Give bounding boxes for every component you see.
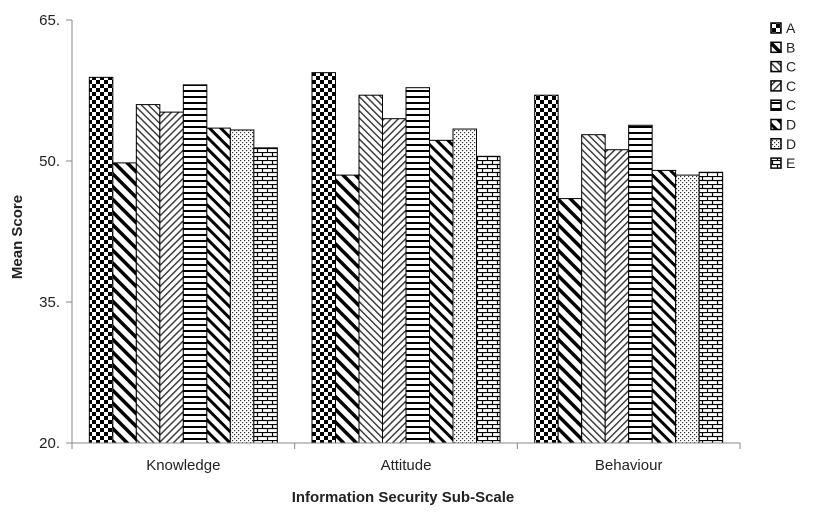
legend-swatch (770, 99, 782, 111)
y-axis-title: Mean Score (9, 195, 26, 279)
legend-label: C (786, 97, 796, 113)
bar-knowledge-4 (159, 111, 184, 444)
legend-swatch (770, 22, 782, 34)
bar-attitude-2 (335, 174, 360, 444)
legend-label: A (786, 20, 796, 36)
bar-behaviour-3 (581, 134, 606, 444)
bar-behaviour-8 (698, 171, 724, 444)
bar-knowledge-1 (88, 76, 114, 444)
bar-attitude-4 (382, 118, 407, 444)
legend-swatch (770, 138, 782, 150)
legend-swatch (770, 157, 782, 169)
legend-swatch (770, 118, 782, 131)
bar-attitude-8 (476, 155, 501, 444)
bar-behaviour-1 (534, 94, 559, 444)
x-axis-ticks: Knowledge Attitude Behaviour (71, 443, 741, 474)
bar-attitude-6 (429, 139, 454, 444)
legend-label: B (786, 39, 795, 55)
legend-label: D (786, 117, 796, 133)
y-tick-label: 50. (39, 153, 60, 170)
y-axis-ticks: 20. 35. 50. 65. (39, 12, 72, 452)
legend-swatch (770, 80, 782, 92)
x-tick-label: Behaviour (595, 457, 663, 474)
bar-knowledge-5 (182, 84, 208, 444)
legend-label: C (786, 59, 796, 75)
bar-attitude-3 (358, 94, 383, 444)
x-axis-title: Information Security Sub-Scale (292, 489, 515, 506)
bar-attitude-1 (311, 72, 336, 444)
legend-label: D (786, 136, 796, 152)
y-tick-label: 35. (39, 294, 60, 311)
legend-swatch (770, 41, 782, 54)
bar-attitude-7 (452, 128, 477, 444)
bar-knowledge-3 (135, 104, 161, 444)
bar-knowledge-6 (206, 127, 231, 444)
x-tick-label: Attitude (381, 457, 432, 474)
bar-behaviour-7 (675, 174, 700, 444)
legend-label: E (786, 155, 795, 171)
bar-behaviour-2 (557, 198, 583, 444)
bar-attitude-5 (405, 87, 430, 444)
legend-swatch (770, 60, 782, 73)
bar-behaviour-4 (604, 149, 630, 444)
bar-knowledge-2 (112, 162, 137, 444)
bar-behaviour-5 (628, 124, 653, 444)
legend-label: C (786, 78, 796, 94)
bar-behaviour-6 (651, 169, 677, 444)
bar-knowledge-7 (229, 129, 255, 444)
bar-knowledge-8 (253, 147, 278, 444)
bars (88, 72, 724, 444)
x-tick-label: Knowledge (146, 457, 220, 474)
y-tick-label: 65. (39, 12, 60, 29)
y-tick-label: 20. (39, 435, 60, 452)
